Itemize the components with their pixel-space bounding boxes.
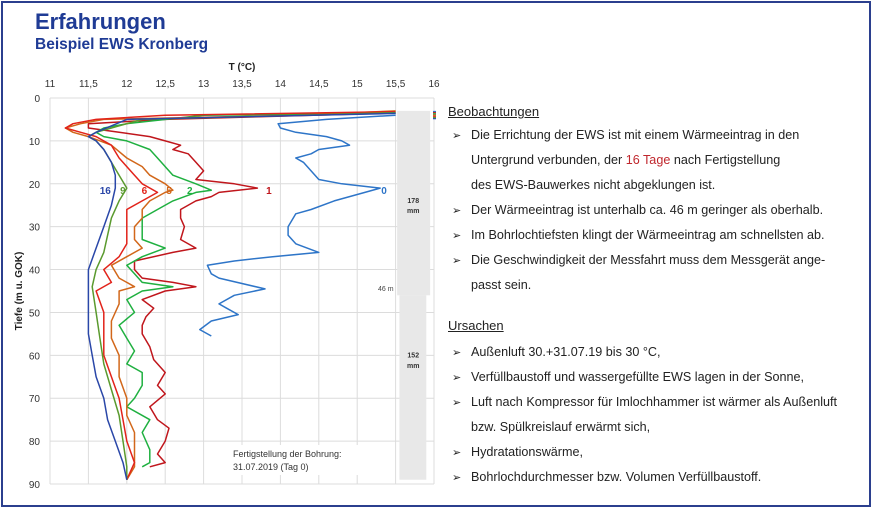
observation-4b: passt sein. — [471, 278, 532, 292]
y-tick-label: 10 — [29, 137, 41, 148]
series-label-day-6: 6 — [142, 186, 148, 197]
bullet-arrow-icon: ➢ — [452, 130, 462, 142]
borehole-lower-section — [399, 295, 427, 480]
x-axis-title: T (°C) — [229, 62, 256, 73]
series-line-day-0 — [199, 114, 396, 337]
observation-4a: Die Geschwindigkeit der Messfahrt muss d… — [471, 253, 826, 267]
y-tick-label: 40 — [29, 266, 41, 277]
highlight-16-tage: 16 Tage — [625, 153, 671, 167]
x-tick-label: 11,5 — [79, 79, 98, 90]
bullet-arrow-icon: ➢ — [452, 347, 462, 359]
diameter-lower-label: 152 — [407, 352, 419, 359]
legend-marker-day-6 — [433, 115, 436, 117]
observation-1a: Die Errichtung der EWS ist mit einem Wär… — [471, 128, 800, 142]
y-tick-label: 90 — [29, 480, 41, 491]
observation-1c: des EWS-Bauwerkes nicht abgeklungen ist. — [471, 178, 716, 192]
depth-mark-46m: 46 m — [378, 286, 394, 293]
series-label-day-1: 1 — [266, 186, 272, 197]
y-tick-label: 60 — [29, 351, 41, 362]
slide-subtitle: Beispiel EWS Kronberg — [35, 36, 209, 53]
series-label-day-16: 16 — [100, 186, 112, 197]
diameter-lower-unit: mm — [407, 363, 419, 370]
cause-2: Verfüllbaustoff und wassergefüllte EWS l… — [471, 370, 805, 384]
diameter-upper-label: 178 — [407, 198, 419, 205]
bullet-arrow-icon: ➢ — [452, 472, 462, 484]
x-tick-label: 13,5 — [232, 79, 252, 90]
x-tick-label: 15 — [352, 79, 364, 90]
legend-marker-day-9 — [433, 116, 436, 119]
bullet-arrow-icon: ➢ — [452, 230, 462, 242]
y-tick-label: 50 — [29, 308, 41, 319]
series-line-day-16 — [87, 112, 396, 480]
x-tick-label: 13 — [198, 79, 210, 90]
diameter-upper-unit: mm — [407, 208, 419, 215]
y-tick-label: 0 — [34, 94, 40, 105]
x-tick-label: 14,5 — [309, 79, 329, 90]
legend-marker-day-0 — [433, 110, 436, 113]
series-label-day-5: 5 — [166, 186, 172, 197]
cause-1: Außenluft 30.+31.07.19 bis 30 °C, — [471, 345, 661, 359]
bullet-arrow-icon: ➢ — [452, 205, 462, 217]
cause-5: Bohrlochdurchmesser bzw. Volumen Verfüll… — [471, 470, 762, 484]
series-line-day-6 — [64, 110, 396, 481]
completion-note-line2: 31.07.2019 (Tag 0) — [233, 462, 309, 472]
cause-3b: bzw. Spülkreislauf erwärmt sich, — [471, 420, 651, 434]
completion-note-line1: Fertigstellung der Bohrung: — [233, 449, 342, 459]
series-label-day-2: 2 — [187, 186, 193, 197]
bullet-arrow-icon: ➢ — [452, 372, 462, 384]
observation-3: Im Bohrlochtiefsten klingt der Wärmeeint… — [471, 228, 825, 242]
observations-heading: Beobachtungen — [448, 104, 540, 119]
legend-marker-day-2 — [433, 113, 436, 115]
x-tick-label: 11 — [45, 79, 56, 90]
annotation-background — [228, 445, 358, 475]
observation-2: Der Wärmeeintrag ist unterhalb ca. 46 m … — [471, 203, 824, 217]
bullet-arrow-icon: ➢ — [452, 255, 462, 267]
y-tick-label: 30 — [29, 223, 41, 234]
y-axis-title: Tiefe (m u. GOK) — [14, 252, 25, 331]
legend-marker-day-16 — [433, 118, 436, 120]
x-tick-label: 12 — [121, 79, 133, 90]
series-line-day-2 — [95, 112, 396, 468]
bullet-arrow-icon: ➢ — [452, 397, 462, 409]
slide-title: Erfahrungen — [35, 9, 166, 34]
series-label-day-9: 9 — [120, 186, 126, 197]
text: Untergrund verbunden, der — [471, 153, 626, 167]
legend-marker-day-1 — [433, 112, 436, 114]
borehole-upper-section — [397, 110, 431, 296]
x-tick-label: 12,5 — [155, 79, 175, 90]
cause-3a: Luft nach Kompressor für Imlochhammer is… — [471, 395, 838, 409]
x-tick-label: 14 — [275, 79, 287, 90]
series-line-day-5 — [64, 110, 396, 481]
bullet-arrow-icon: ➢ — [452, 447, 462, 459]
series-line-day-1 — [87, 112, 396, 468]
cause-4: Hydratationswärme, — [471, 445, 583, 459]
y-tick-label: 20 — [29, 180, 41, 191]
y-tick-label: 70 — [29, 394, 41, 405]
temperature-depth-chart: 11 11,5 12 12,5 13 13,5 14 14,5 15 15,5 1601020304… — [14, 62, 440, 491]
observation-1b: Untergrund verbunden, der 16 Tage nach F… — [471, 153, 780, 167]
y-tick-label: 80 — [29, 437, 41, 448]
legend-marker-day-5 — [433, 114, 436, 116]
causes-heading: Ursachen — [448, 318, 504, 333]
text: nach Fertigstellung — [670, 153, 781, 167]
series-label-day-0: 0 — [381, 186, 387, 197]
x-tick-label: 15,5 — [386, 79, 406, 90]
x-tick-label: 16 — [428, 79, 440, 90]
